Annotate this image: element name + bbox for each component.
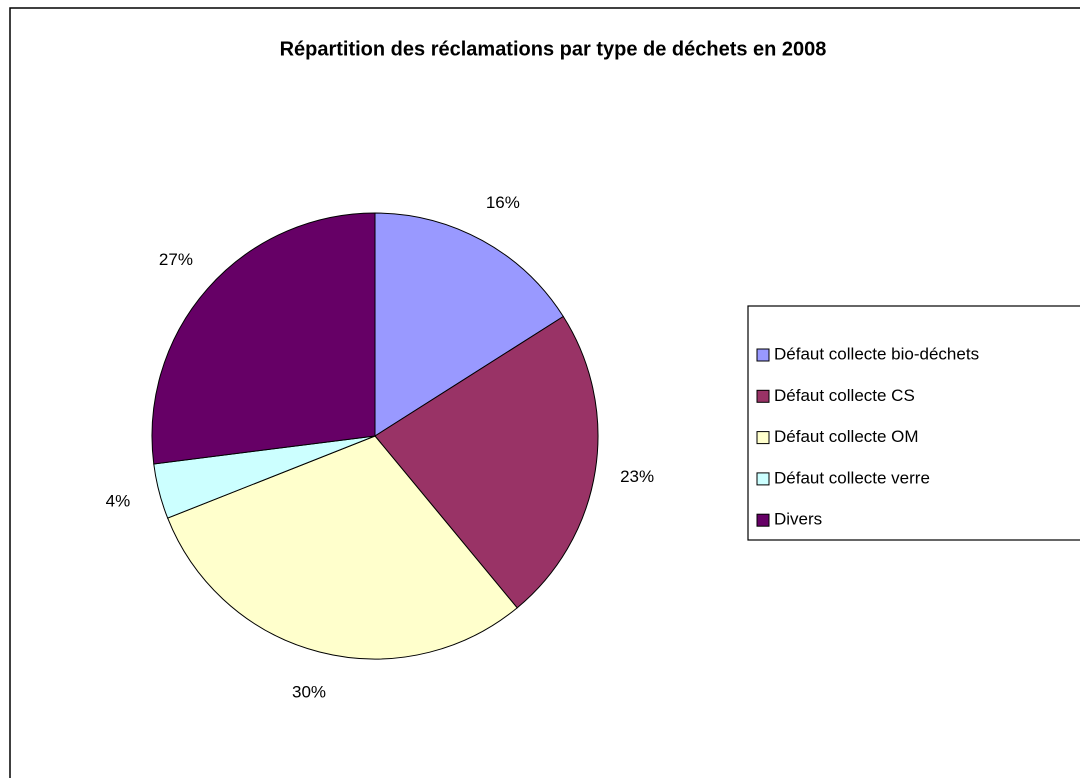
legend-label: Divers bbox=[774, 510, 822, 529]
legend-swatch bbox=[756, 389, 770, 403]
chart-title: Répartition des réclamations par type de… bbox=[280, 38, 827, 60]
pie-slice bbox=[374, 315, 599, 609]
pie-slice bbox=[151, 212, 376, 465]
legend-swatch bbox=[756, 513, 770, 527]
legend-swatch bbox=[756, 348, 770, 362]
data-label: 30% bbox=[292, 683, 326, 702]
data-label: 27% bbox=[159, 250, 193, 269]
data-label: 23% bbox=[620, 467, 654, 486]
data-label: 16% bbox=[486, 193, 520, 212]
legend-label: Défaut collecte bio-déchets bbox=[774, 344, 979, 363]
legend-label: Défaut collecte verre bbox=[774, 468, 930, 487]
legend-swatch bbox=[756, 431, 770, 445]
data-label: 4% bbox=[106, 491, 131, 510]
legend-box bbox=[747, 305, 1080, 541]
pie-slice bbox=[374, 212, 564, 437]
legend-swatch bbox=[756, 472, 770, 486]
pie-slice bbox=[167, 435, 518, 660]
legend-label: Défaut collecte OM bbox=[774, 427, 919, 446]
legend-label: Défaut collecte CS bbox=[774, 386, 915, 405]
